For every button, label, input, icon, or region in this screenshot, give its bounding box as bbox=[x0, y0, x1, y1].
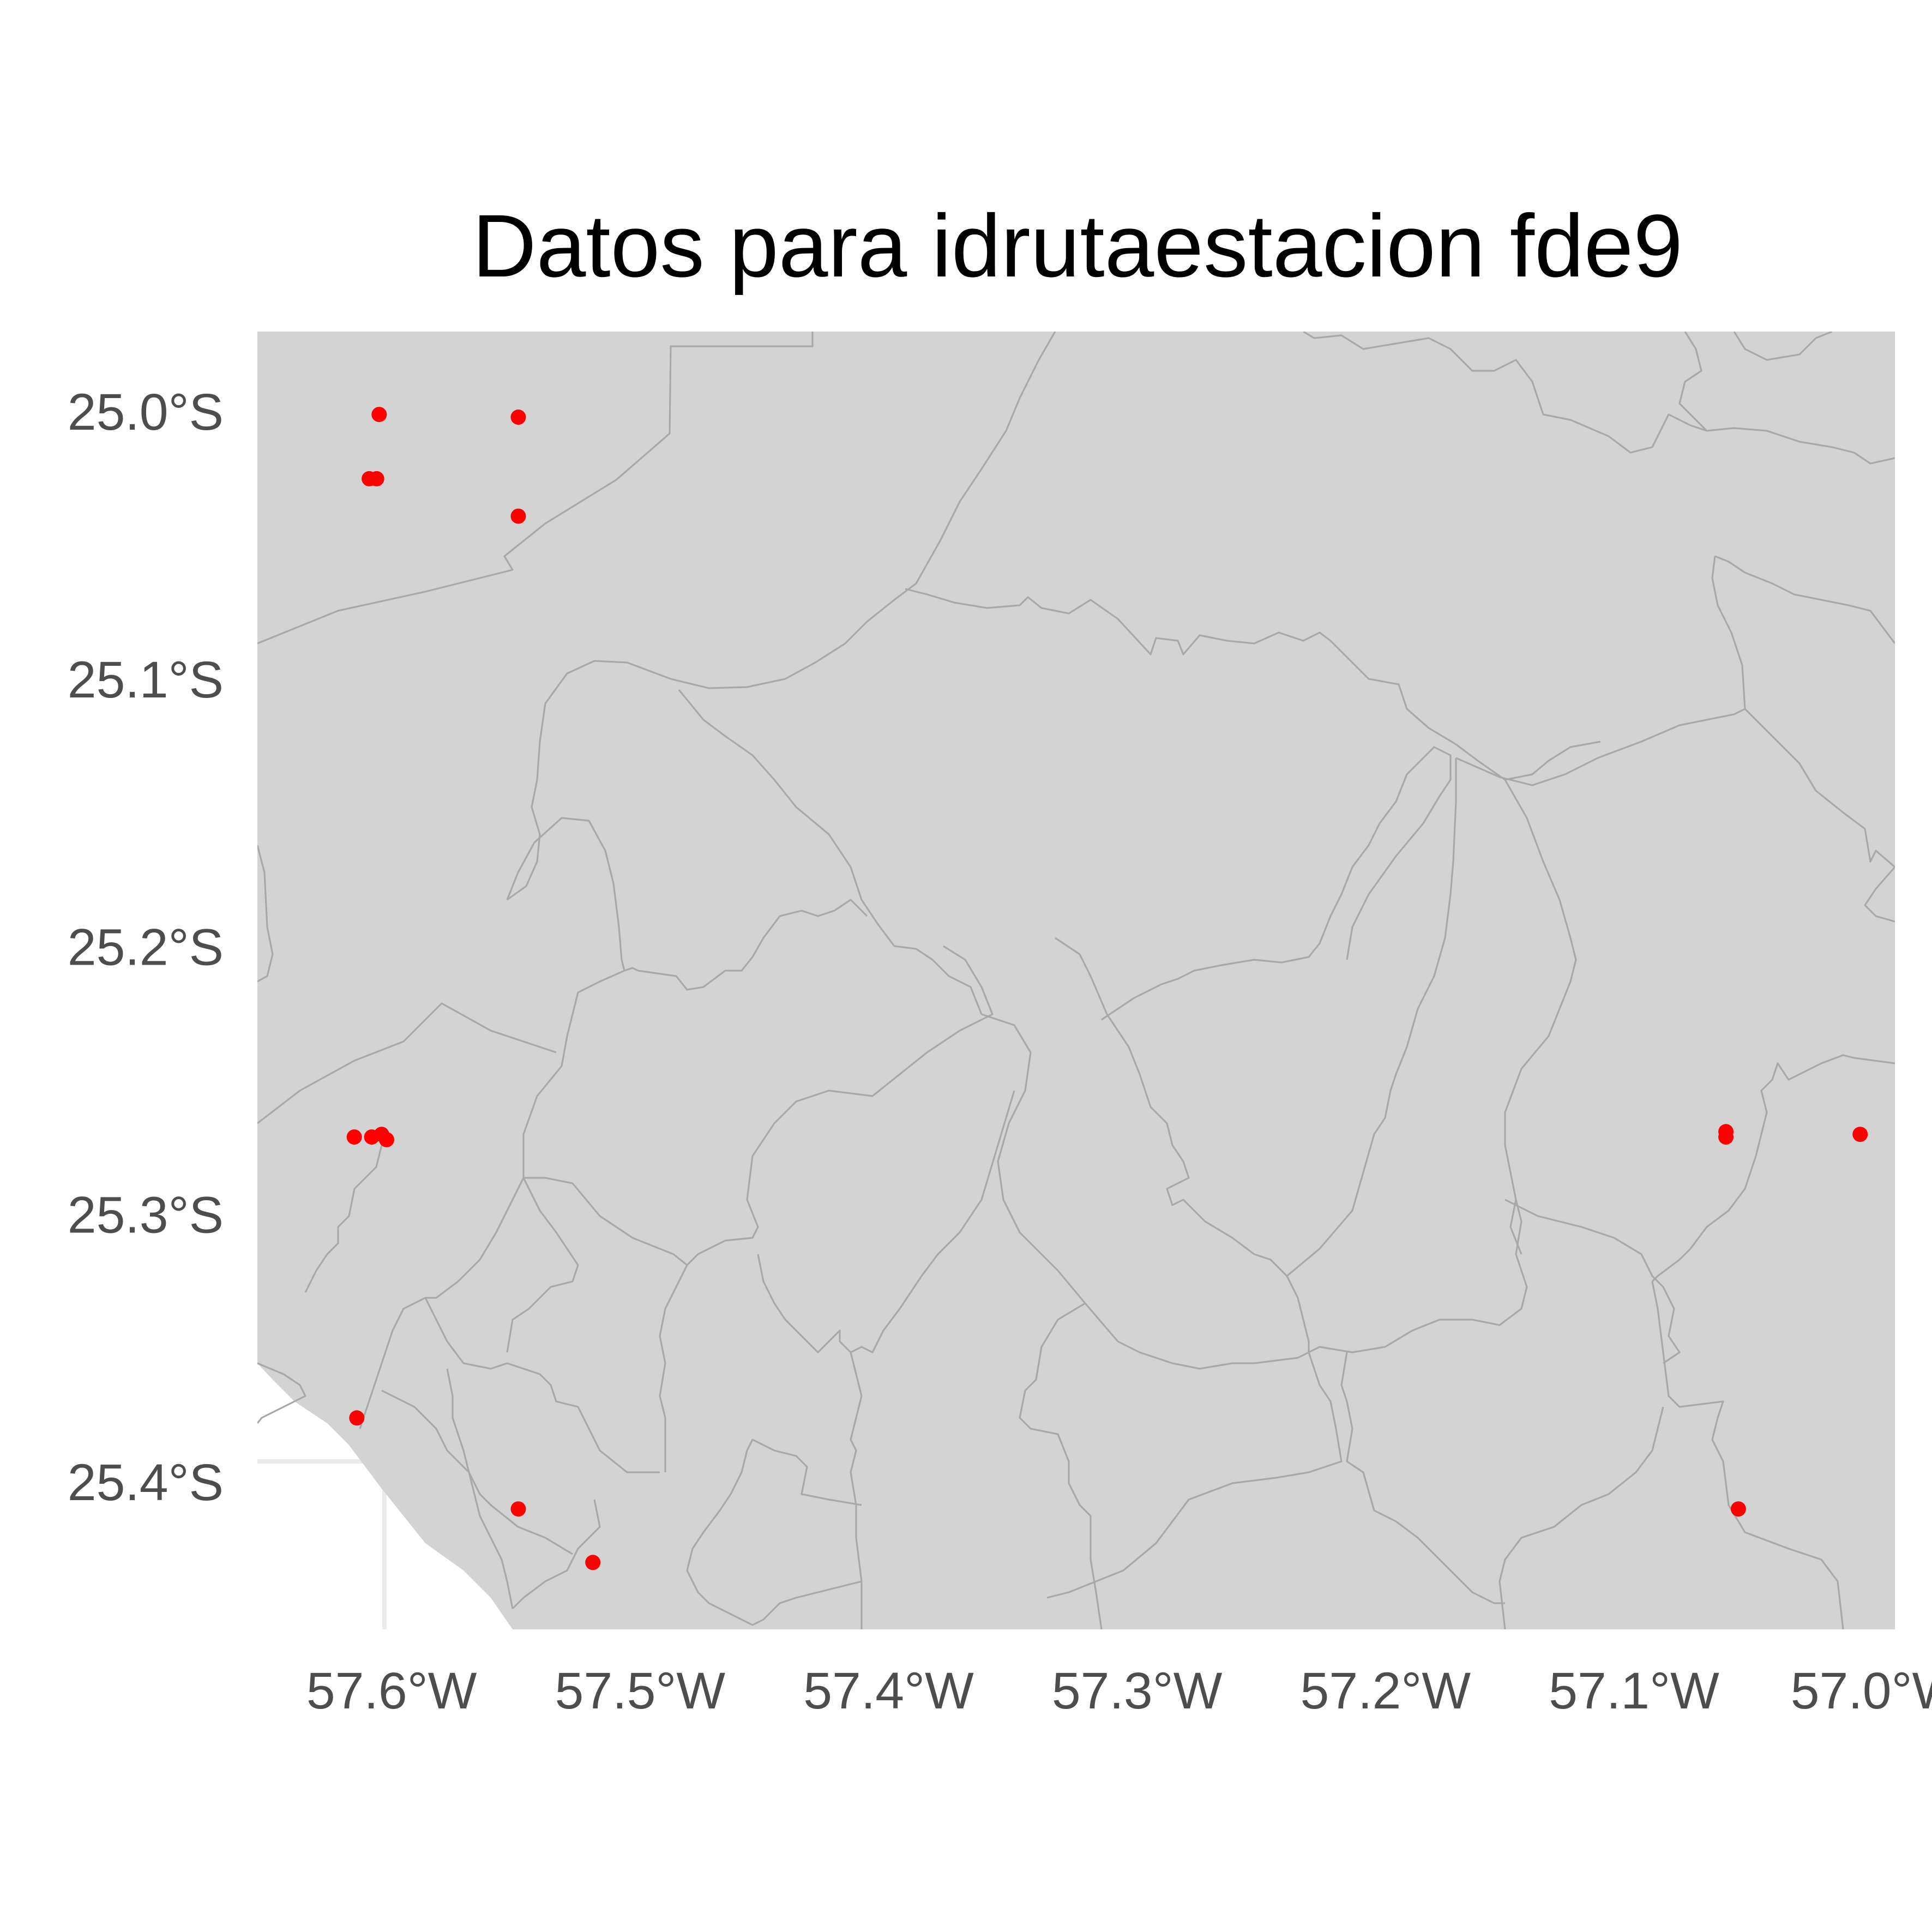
data-point bbox=[346, 1129, 362, 1145]
boundary-line bbox=[1046, 1352, 1343, 1599]
x-tick-label: 57.6°W bbox=[306, 1662, 477, 1720]
boundary-line bbox=[523, 945, 994, 1266]
boundary-line bbox=[506, 1177, 579, 1353]
x-tick-label: 57.3°W bbox=[1052, 1662, 1223, 1720]
data-point bbox=[379, 1132, 394, 1147]
boundary-line bbox=[257, 332, 814, 645]
land-polygons bbox=[257, 332, 1895, 1629]
points-layer bbox=[346, 407, 1868, 1570]
boundary-line bbox=[981, 1013, 1528, 1370]
boundary-line bbox=[757, 1090, 1015, 1353]
boundary-line bbox=[522, 970, 625, 1178]
boundary-line bbox=[446, 1368, 573, 1555]
boundary-line bbox=[1498, 1406, 1664, 1629]
chart-title: Datos para idrutaestacion fde9 bbox=[472, 196, 1683, 296]
x-tick-label: 57.0°W bbox=[1791, 1662, 1932, 1720]
boundary-line bbox=[1711, 556, 1746, 709]
boundary-line bbox=[1864, 866, 1895, 923]
boundary-line bbox=[507, 332, 1056, 901]
data-point bbox=[1718, 1129, 1734, 1145]
y-tick-label: 25.4°S bbox=[68, 1454, 224, 1512]
boundary-line bbox=[678, 689, 983, 1015]
data-point bbox=[510, 1501, 526, 1517]
boundary-line bbox=[1019, 1302, 1103, 1629]
boundary-line bbox=[1101, 746, 1452, 1021]
admin-boundaries bbox=[257, 332, 1895, 1629]
boundary-line bbox=[850, 1352, 863, 1629]
boundary-line bbox=[424, 1297, 660, 1473]
boundary-line bbox=[1303, 332, 1895, 465]
boundary-line bbox=[1678, 332, 1708, 432]
boundary-line bbox=[1286, 758, 1457, 1277]
data-point bbox=[1730, 1501, 1746, 1517]
land-area bbox=[257, 332, 1895, 1629]
boundary-line bbox=[1733, 332, 1833, 361]
boundary-line bbox=[506, 817, 625, 971]
map-panel bbox=[257, 332, 1895, 1629]
boundary-line bbox=[1504, 779, 1577, 1255]
data-point bbox=[510, 410, 526, 425]
y-tick-label: 25.1°S bbox=[68, 651, 224, 709]
y-tick-label: 25.3°S bbox=[68, 1186, 224, 1244]
boundary-line bbox=[686, 1439, 862, 1626]
data-point bbox=[510, 508, 526, 524]
x-tick-label: 57.4°W bbox=[803, 1662, 974, 1720]
boundary-line bbox=[659, 1265, 688, 1472]
boundary-line bbox=[511, 1499, 601, 1610]
boundary-line bbox=[624, 899, 868, 991]
boundary-line bbox=[1340, 1352, 1505, 1604]
boundary-line bbox=[1055, 937, 1310, 1352]
y-tick-label: 25.0°S bbox=[68, 383, 224, 441]
boundary-line bbox=[257, 1362, 306, 1424]
boundary-line bbox=[1651, 1054, 1895, 1283]
data-point bbox=[585, 1555, 601, 1570]
boundary-line bbox=[257, 845, 274, 983]
x-tick-label: 57.5°W bbox=[555, 1662, 726, 1720]
boundary-line bbox=[905, 588, 1601, 781]
data-point bbox=[369, 471, 384, 486]
data-point bbox=[371, 407, 387, 423]
y-tick-label: 25.2°S bbox=[68, 919, 224, 977]
boundary-line bbox=[381, 1389, 514, 1609]
boundary-line bbox=[1504, 1199, 1664, 1288]
boundary-line bbox=[1662, 1286, 1681, 1364]
x-tick-label: 57.1°W bbox=[1549, 1662, 1719, 1720]
data-point bbox=[1852, 1127, 1868, 1142]
boundary-line bbox=[1455, 708, 1746, 786]
data-point bbox=[349, 1410, 365, 1426]
x-axis: 57.6°W 57.5°W 57.4°W 57.3°W 57.2°W 57.1°W 57.0… bbox=[306, 1662, 1932, 1720]
boundary-line bbox=[1651, 1281, 1844, 1629]
y-axis: 25.0°S 25.1°S 25.2°S 25.3°S 25.4°S bbox=[68, 383, 224, 1512]
boundary-line bbox=[1714, 555, 1895, 644]
boundary-line bbox=[304, 1145, 383, 1293]
boundary-line bbox=[257, 1002, 557, 1124]
x-tick-label: 57.2°W bbox=[1301, 1662, 1471, 1720]
boundary-line bbox=[1744, 708, 1895, 868]
